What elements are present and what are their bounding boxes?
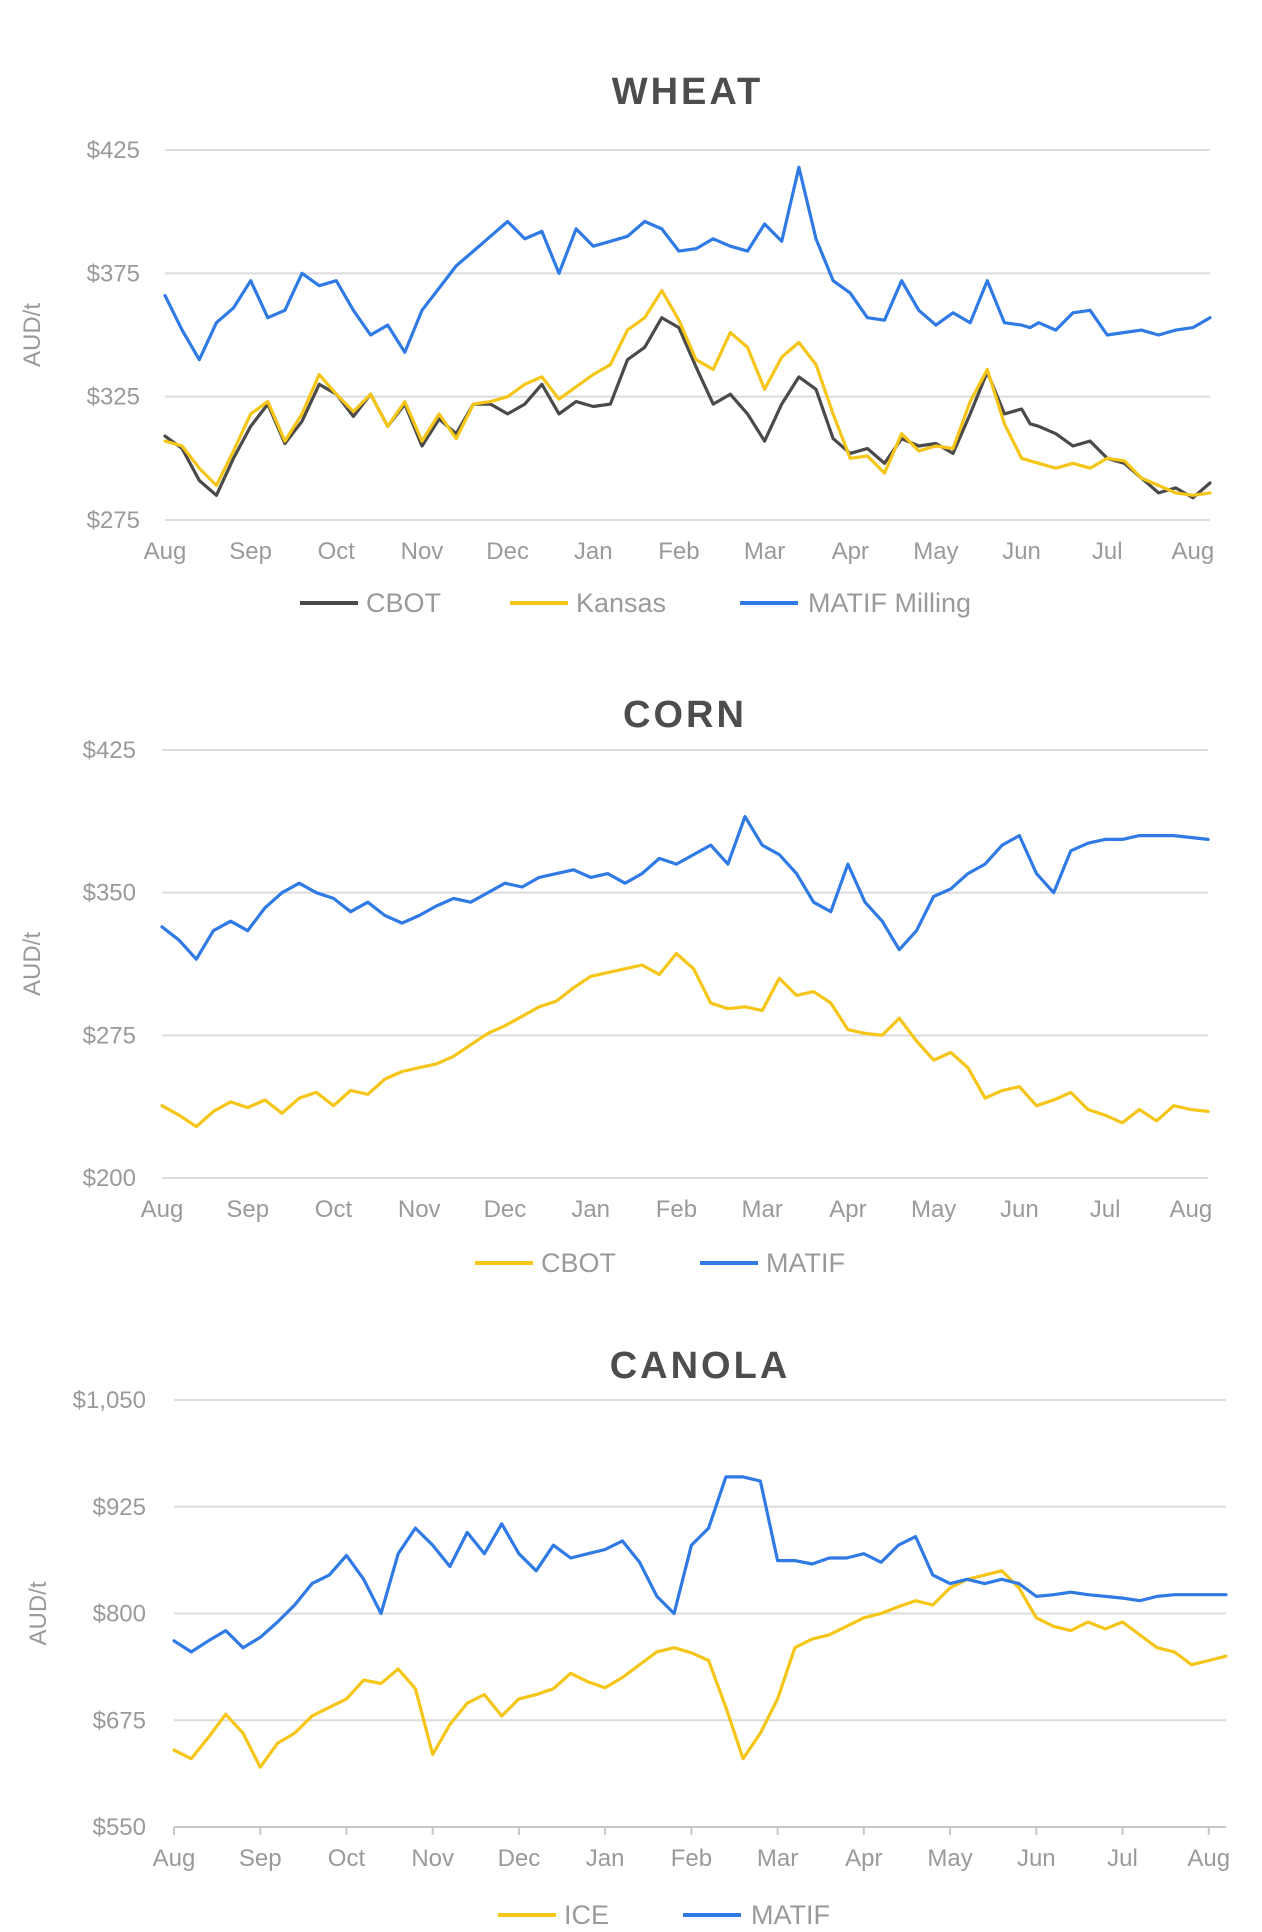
x-tick-label: May — [927, 1845, 972, 1872]
x-tick-label: Sep — [226, 1196, 269, 1223]
y-tick-label: $550 — [93, 1814, 146, 1841]
chart-title: CORN — [623, 694, 747, 736]
x-tick-label: Aug — [1172, 538, 1215, 565]
x-tick-label: May — [913, 538, 958, 565]
series-line-ice — [172, 1569, 1228, 1769]
x-tick-label: Jun — [1000, 1196, 1039, 1223]
x-tick-label: Jan — [574, 538, 613, 565]
x-tick-label: Dec — [498, 1845, 541, 1872]
x-tick-label: Feb — [671, 1845, 712, 1872]
series-line-matif — [172, 1475, 1228, 1654]
x-tick-label: Dec — [486, 538, 529, 565]
y-tick-label: $1,050 — [73, 1387, 146, 1414]
y-axis-label: AUD/t — [19, 932, 46, 996]
corn-chart: CORN $200 $275 $350 $425 Aug Sep Oct Nov Dec Jan Fe… — [19, 694, 1212, 1278]
y-tick-label: $350 — [83, 880, 136, 907]
legend-label-matif: MATIF — [751, 1900, 830, 1930]
series-line-kansas — [163, 289, 1212, 497]
x-tick-label: Aug — [144, 538, 187, 565]
y-tick-label: $675 — [93, 1707, 146, 1734]
x-tick-label: Jul — [1090, 1196, 1121, 1223]
x-tick-label: Dec — [484, 1196, 527, 1223]
x-tick-label: Sep — [239, 1845, 282, 1872]
x-tick-label: Jun — [1017, 1845, 1056, 1872]
y-tick-label: $925 — [93, 1494, 146, 1521]
x-tick-label: Mar — [757, 1845, 798, 1872]
y-tick-label: $275 — [87, 507, 140, 534]
x-tick-label: Apr — [832, 538, 869, 565]
y-tick-label: $200 — [83, 1165, 136, 1192]
canola-chart: CANOLA $550 $675 $800 $925 $1,050 Aug Sep Oct Nov… — [25, 1345, 1230, 1930]
y-tick-label: $375 — [87, 260, 140, 287]
y-axis-label: AUD/t — [19, 303, 46, 367]
x-tick-label: Oct — [318, 538, 356, 565]
x-tick-label: Nov — [411, 1845, 454, 1872]
chart-title: CANOLA — [610, 1345, 791, 1387]
series-line-cbot — [163, 316, 1212, 500]
x-tick-label: Apr — [829, 1196, 866, 1223]
x-tick-label: Mar — [744, 538, 785, 565]
x-tick-label: Sep — [229, 538, 272, 565]
x-tick-label: Mar — [741, 1196, 782, 1223]
chart-title: WHEAT — [612, 71, 764, 113]
x-tick-label: Jul — [1107, 1845, 1138, 1872]
series-line-matif-milling — [163, 165, 1212, 362]
x-tick-label: Jan — [571, 1196, 610, 1223]
x-tick-label: Apr — [845, 1845, 882, 1872]
x-tick-label: Oct — [315, 1196, 353, 1223]
x-tick-label: Aug — [153, 1845, 196, 1872]
x-tick-label: Jul — [1092, 538, 1123, 565]
x-tick-label: Feb — [656, 1196, 697, 1223]
x-tick-label: Jun — [1002, 538, 1041, 565]
legend-label-cbot: CBOT — [541, 1248, 616, 1278]
legend-label-kansas: Kansas — [576, 588, 666, 618]
x-tick-label: May — [911, 1196, 956, 1223]
x-tick-label: Nov — [398, 1196, 441, 1223]
x-tick-label: Jan — [586, 1845, 625, 1872]
x-tick-label: Aug — [141, 1196, 184, 1223]
series-line-cbot — [160, 951, 1210, 1129]
y-tick-label: $800 — [93, 1601, 146, 1628]
y-axis-label: AUD/t — [25, 1581, 52, 1645]
y-tick-label: $275 — [83, 1022, 136, 1049]
legend-label-cbot: CBOT — [366, 588, 441, 618]
x-tick-label: Nov — [401, 538, 444, 565]
wheat-chart: WHEAT $275 $325 $375 $425 Aug Sep Oct Nov Dec Jan F… — [19, 71, 1214, 618]
y-tick-label: $425 — [87, 137, 140, 164]
legend-label-matif-milling: MATIF Milling — [808, 588, 971, 618]
x-tick-label: Aug — [1170, 1196, 1213, 1223]
x-tick-label: Feb — [658, 538, 699, 565]
x-tick-label: Oct — [328, 1845, 366, 1872]
legend-label-ice: ICE — [564, 1900, 609, 1930]
y-tick-label: $325 — [87, 384, 140, 411]
x-tick-label: Aug — [1187, 1845, 1230, 1872]
series-line-matif — [160, 814, 1210, 961]
y-tick-label: $425 — [83, 737, 136, 764]
legend-label-matif: MATIF — [766, 1248, 845, 1278]
